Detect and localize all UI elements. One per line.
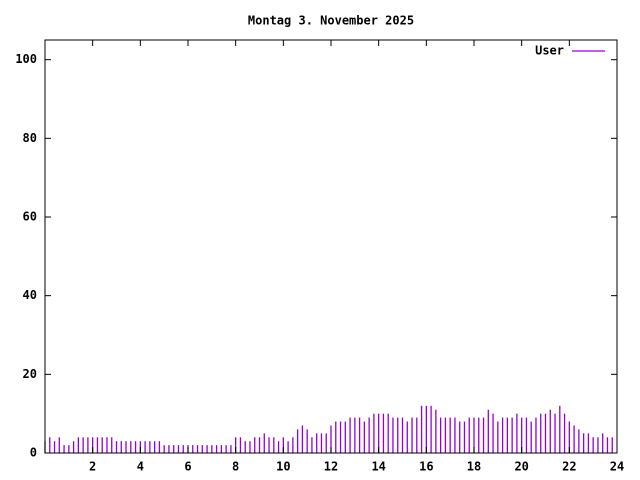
x-tick-label: 24	[610, 460, 624, 474]
y-tick-label: 20	[23, 367, 37, 381]
y-tick-label: 80	[23, 131, 37, 145]
x-tick-label: 14	[371, 460, 385, 474]
legend-label: User	[535, 44, 564, 58]
y-tick-label: 100	[15, 52, 37, 66]
x-tick-label: 8	[232, 460, 239, 474]
x-tick-label: 4	[137, 460, 144, 474]
x-tick-label: 18	[467, 460, 481, 474]
x-tick-label: 10	[276, 460, 290, 474]
y-tick-label: 60	[23, 210, 37, 224]
x-tick-label: 2	[89, 460, 96, 474]
x-tick-label: 16	[419, 460, 433, 474]
x-tick-label: 22	[562, 460, 576, 474]
x-tick-label: 12	[324, 460, 338, 474]
y-tick-label: 0	[30, 446, 37, 460]
y-tick-label: 40	[23, 288, 37, 302]
x-tick-label: 6	[184, 460, 191, 474]
chart-title: Montag 3. November 2025	[248, 14, 414, 28]
x-tick-label: 20	[514, 460, 528, 474]
